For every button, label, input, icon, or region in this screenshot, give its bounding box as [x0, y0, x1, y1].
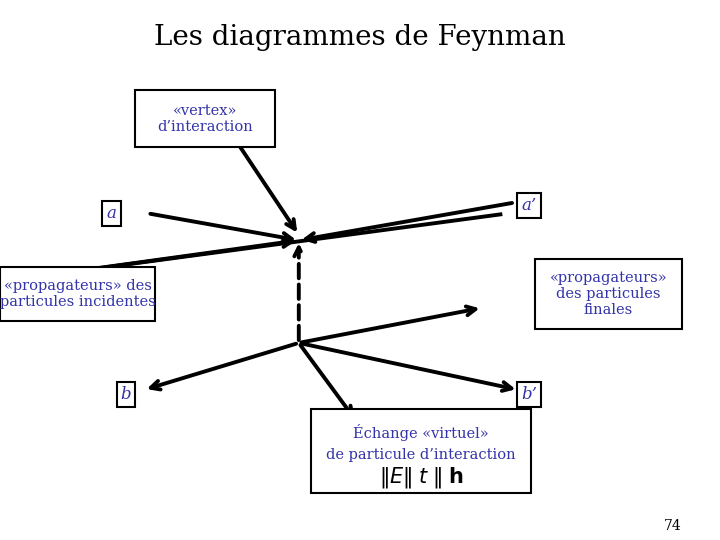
Text: $\Vert E \Vert \; t \; \Vert \; \mathbf{h}$: $\Vert E \Vert \; t \; \Vert \; \mathbf{… — [379, 465, 464, 490]
Text: de particule d’interaction: de particule d’interaction — [326, 448, 516, 462]
Text: «vertex»
d’interaction: «vertex» d’interaction — [158, 104, 253, 134]
Text: b’: b’ — [521, 386, 537, 403]
Text: a’: a’ — [521, 197, 537, 214]
Text: Les diagrammes de Feynman: Les diagrammes de Feynman — [154, 24, 566, 51]
Text: 74: 74 — [665, 519, 682, 534]
FancyBboxPatch shape — [1, 267, 156, 321]
Text: «propagateurs»
des particules
finales: «propagateurs» des particules finales — [549, 271, 667, 318]
Text: Échange «virtuel»: Échange «virtuel» — [354, 424, 489, 441]
FancyBboxPatch shape — [534, 259, 682, 329]
FancyBboxPatch shape — [311, 409, 531, 492]
Text: b: b — [121, 386, 131, 403]
Text: a: a — [107, 205, 117, 222]
FancyBboxPatch shape — [135, 90, 275, 147]
Text: «propagateurs» des
particules incidentes: «propagateurs» des particules incidentes — [0, 279, 156, 309]
